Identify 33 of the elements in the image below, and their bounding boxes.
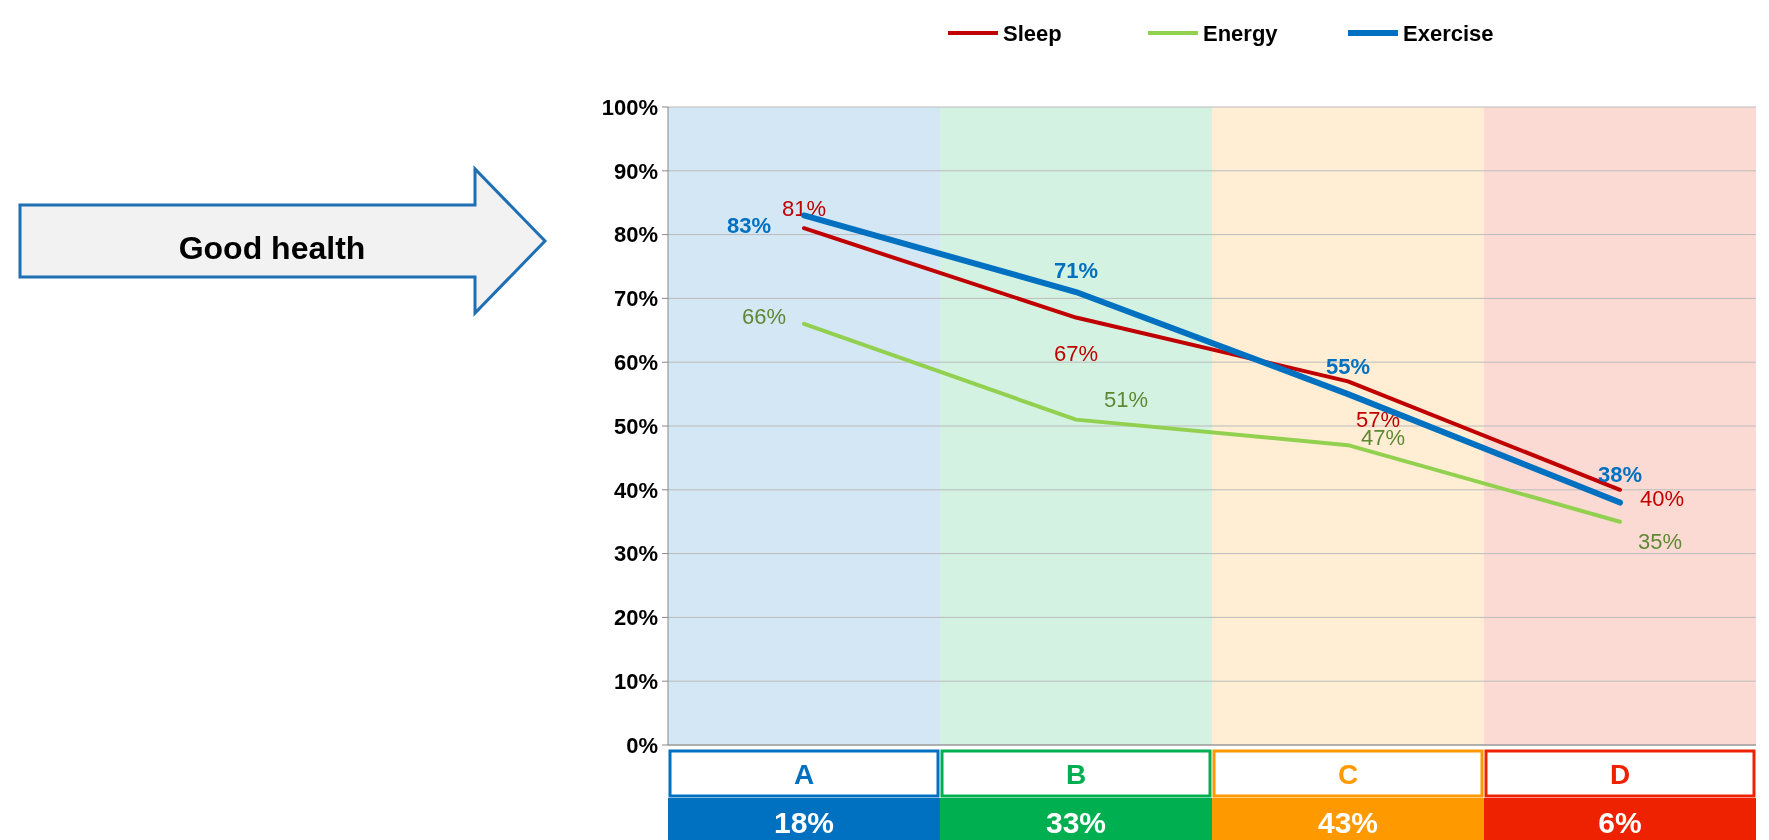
data-label: 35% bbox=[1637, 529, 1683, 555]
text: Good health bbox=[178, 230, 366, 267]
y-tick-label: 100% bbox=[601, 94, 658, 120]
text: 18% bbox=[773, 805, 835, 839]
x-tick-label: A bbox=[793, 758, 815, 790]
y-tick-label: 70% bbox=[613, 286, 658, 312]
text: 6% bbox=[1598, 805, 1642, 839]
text: 33% bbox=[1045, 805, 1107, 839]
y-tick-label: 80% bbox=[613, 222, 658, 248]
data-label: 81% bbox=[781, 195, 827, 221]
data-label: 66% bbox=[741, 303, 787, 329]
y-tick-label: 90% bbox=[613, 158, 658, 184]
x-tick-label: C bbox=[1337, 758, 1359, 790]
y-tick-label: 50% bbox=[613, 413, 658, 439]
data-label: 67% bbox=[1053, 341, 1099, 367]
data-label: 40% bbox=[1639, 485, 1685, 511]
x-tick-label: B bbox=[1065, 758, 1087, 790]
data-label: 51% bbox=[1103, 387, 1149, 413]
legend-label: Sleep bbox=[1003, 20, 1062, 46]
legend-label: Energy bbox=[1203, 20, 1279, 46]
y-tick-label: 0% bbox=[626, 732, 658, 758]
y-tick-label: 60% bbox=[613, 349, 658, 375]
x-tick-label: D bbox=[1609, 758, 1631, 790]
y-tick-label: 20% bbox=[613, 605, 658, 631]
data-label: 83% bbox=[726, 213, 772, 239]
y-tick-label: 30% bbox=[613, 541, 658, 567]
data-label: 71% bbox=[1053, 257, 1099, 283]
y-tick-label: 40% bbox=[613, 477, 658, 503]
data-label: 38% bbox=[1597, 462, 1643, 488]
data-label: 55% bbox=[1325, 353, 1371, 379]
y-tick-label: 10% bbox=[613, 668, 658, 694]
legend-label: Exercise bbox=[1403, 20, 1494, 46]
text: 43% bbox=[1317, 805, 1379, 839]
